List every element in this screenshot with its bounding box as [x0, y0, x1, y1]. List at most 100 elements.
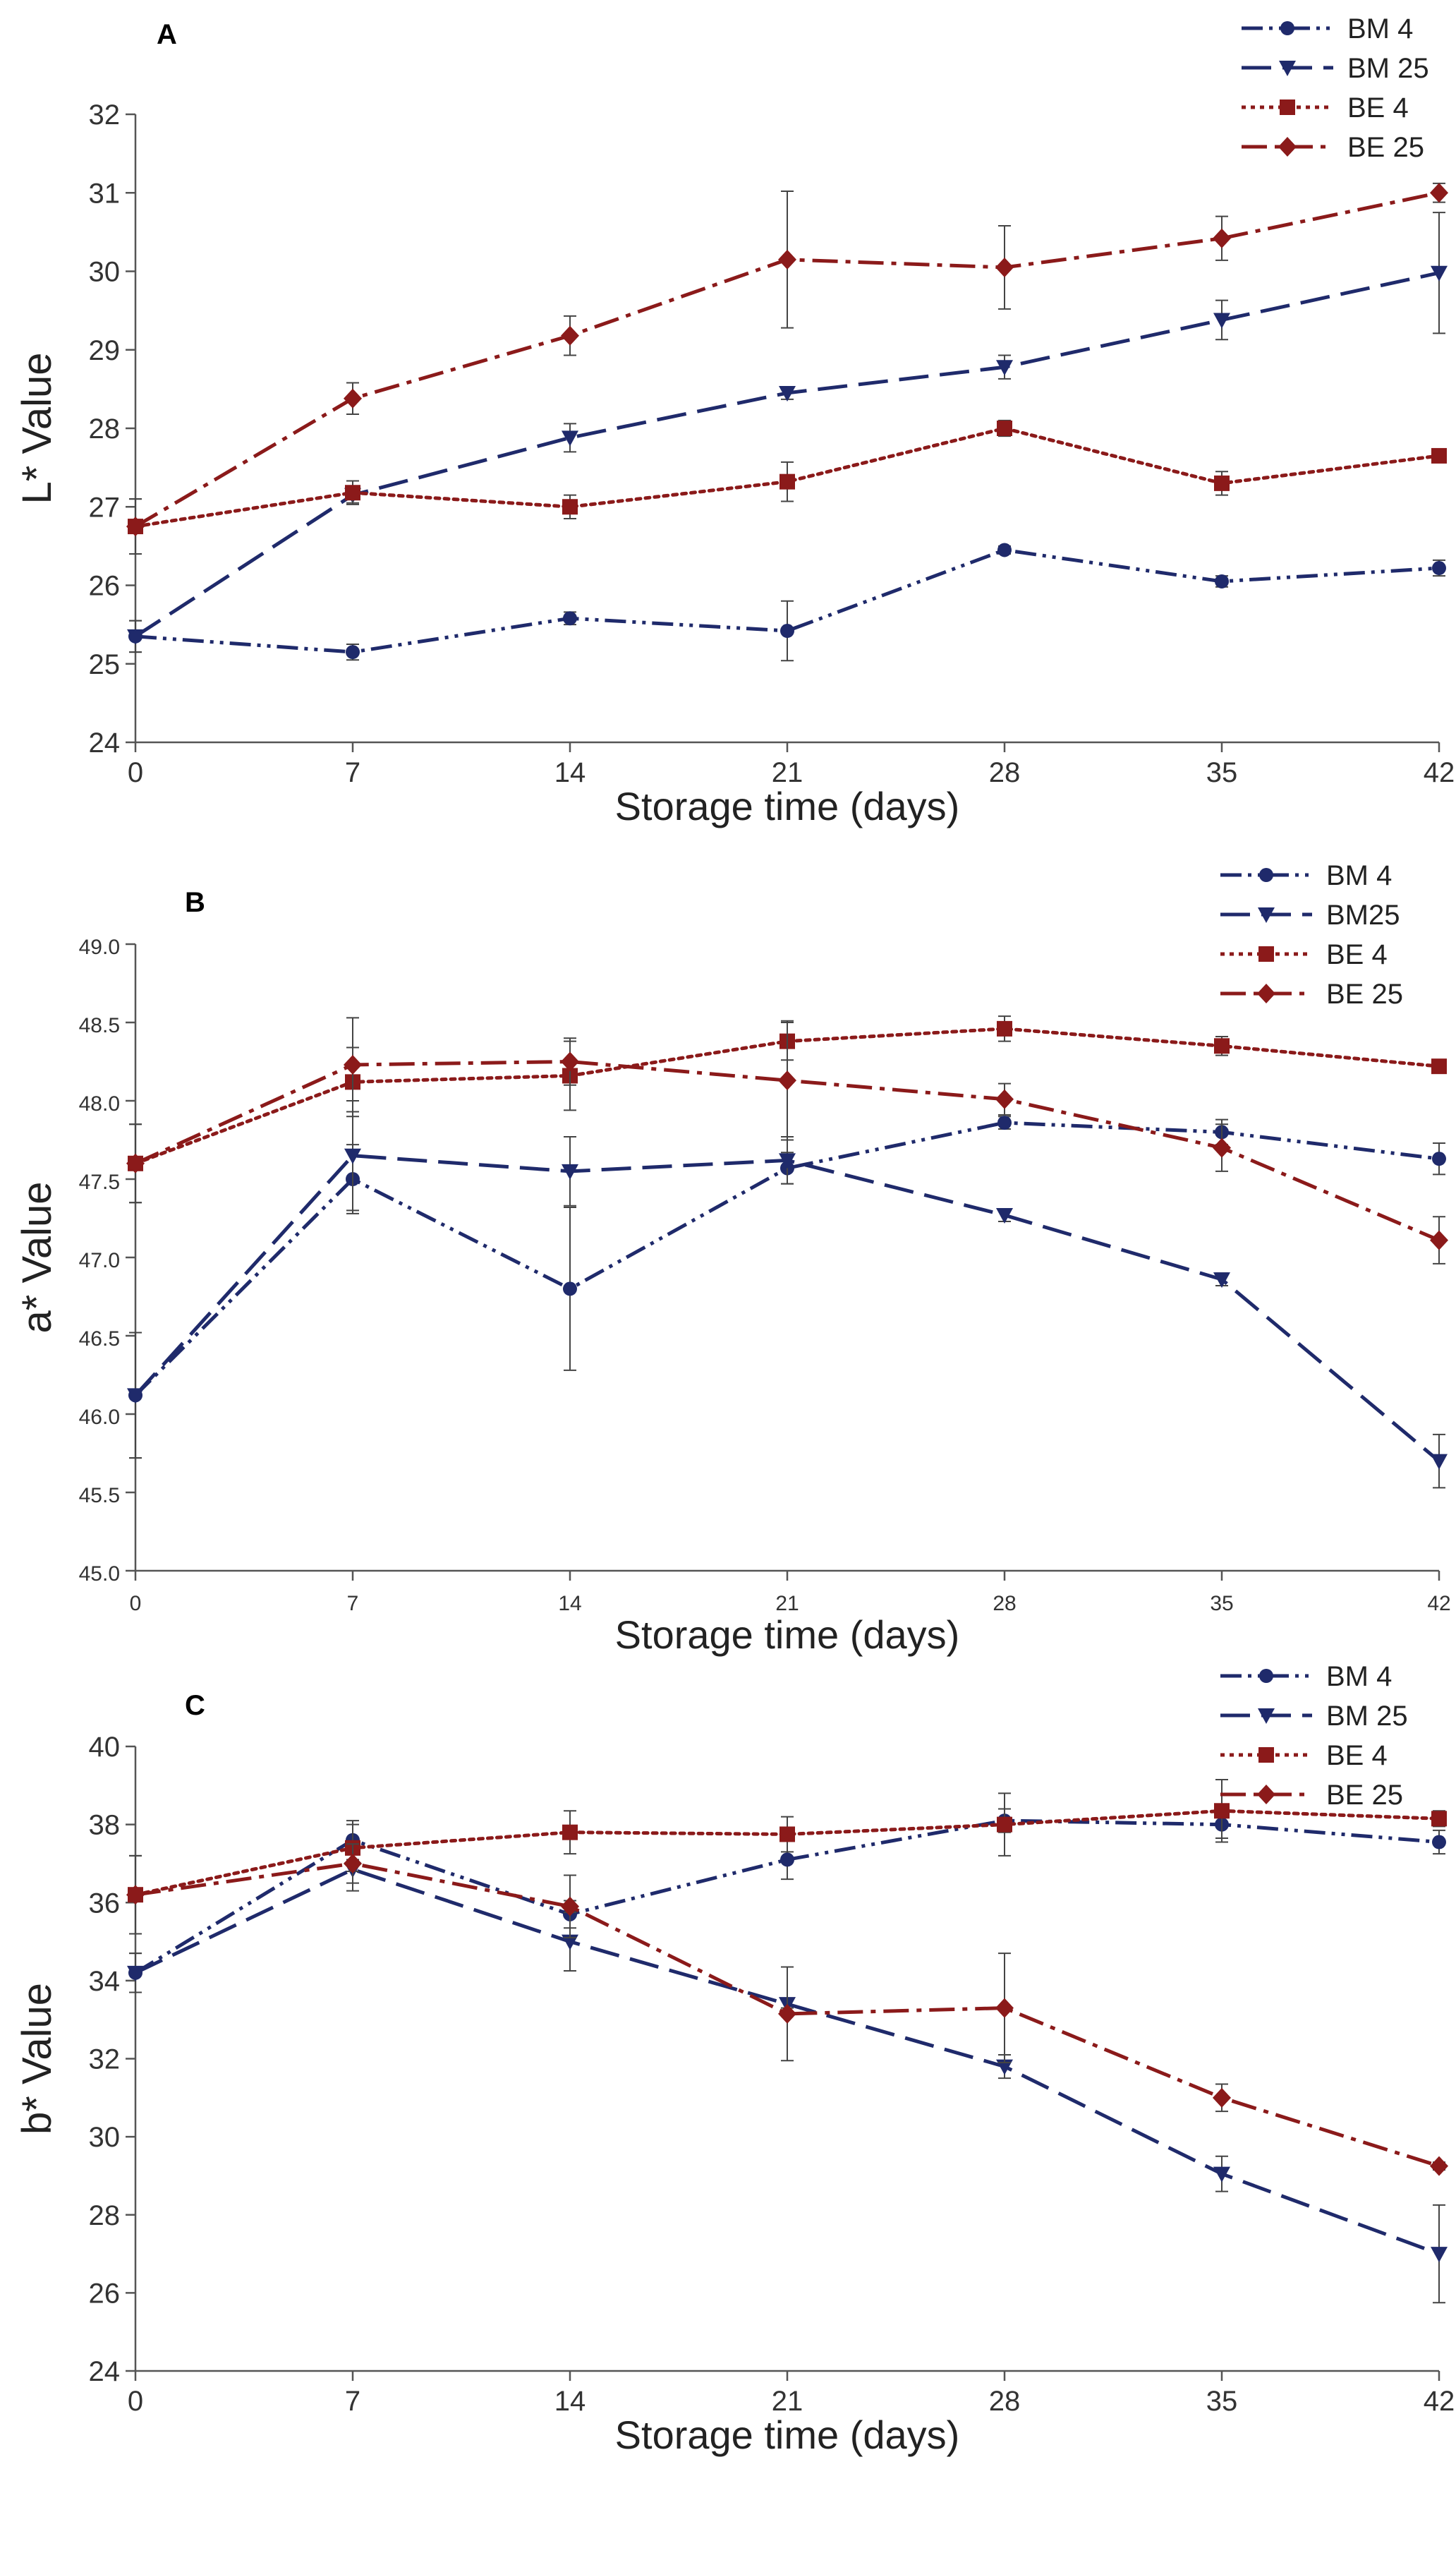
- data-point: [1432, 1152, 1446, 1166]
- y-tick-label: 45.5: [79, 1484, 120, 1507]
- y-axis-title: b* Value: [14, 1983, 60, 2135]
- y-tick-label: 30: [89, 2122, 121, 2153]
- y-tick-label: 32: [89, 99, 121, 131]
- data-point: [563, 611, 577, 626]
- legend-label: BE 25: [1347, 132, 1424, 163]
- x-tick-label: 14: [554, 2386, 586, 2417]
- legend-marker: [1259, 868, 1273, 882]
- data-point: [778, 2003, 796, 2024]
- data-point: [997, 1116, 1012, 1130]
- data-point: [561, 325, 579, 346]
- x-tick-label: 35: [1206, 2386, 1238, 2417]
- legend-entry: BE 4: [1220, 939, 1388, 970]
- data-point: [995, 1089, 1014, 1109]
- legend-label: BE 4: [1347, 92, 1409, 123]
- legend-entry: BM25: [1220, 900, 1400, 931]
- x-tick-label: 28: [993, 1592, 1016, 1615]
- x-tick-label: 21: [775, 1592, 799, 1615]
- data-point: [126, 1885, 145, 1905]
- data-point: [561, 1896, 579, 1917]
- data-point: [1432, 561, 1446, 576]
- data-point: [778, 249, 796, 270]
- y-tick-label: 49.0: [79, 936, 120, 959]
- legend-entry: BM 4: [1220, 1661, 1392, 1692]
- data-point: [1214, 1803, 1230, 1819]
- legend-entry: BM 25: [1220, 1701, 1408, 1732]
- legend-label: BM25: [1326, 900, 1400, 931]
- legend-label: BM 4: [1347, 13, 1413, 44]
- data-point: [995, 257, 1014, 277]
- data-point: [346, 645, 360, 660]
- legend-marker: [1258, 946, 1274, 962]
- y-tick-label: 45.0: [79, 1562, 120, 1586]
- data-point: [995, 1998, 1014, 2018]
- data-point: [1213, 313, 1230, 329]
- legend-entry: BM 25: [1242, 53, 1429, 84]
- x-tick-label: 28: [989, 757, 1021, 788]
- data-point: [562, 1934, 578, 1950]
- data-point: [1213, 1272, 1230, 1288]
- x-tick-label: 0: [128, 757, 143, 788]
- legend-marker: [1258, 1747, 1274, 1763]
- y-tick-label: 40: [89, 1732, 121, 1763]
- legend-marker: [1258, 1708, 1275, 1724]
- data-point: [997, 1020, 1012, 1037]
- legend-marker: [1259, 1669, 1273, 1683]
- y-axis-title: L* Value: [14, 353, 60, 505]
- data-point: [997, 543, 1012, 557]
- x-tick-label: 7: [345, 2386, 360, 2417]
- y-tick-label: 46.0: [79, 1406, 120, 1429]
- data-point: [996, 360, 1013, 376]
- data-point: [1213, 1137, 1231, 1158]
- data-point: [779, 1826, 795, 1842]
- data-point: [1430, 2156, 1448, 2176]
- panel-b: 45.0 45.5 46.0 46.5 47.0 47.5 48.0 48.5 49.0 0 7 14…: [14, 860, 1451, 1657]
- legend-entry: BE 25: [1220, 979, 1403, 1010]
- x-axis-title: Storage time (days): [615, 2413, 960, 2457]
- data-point: [778, 1070, 796, 1091]
- x-axis-title: Storage time (days): [615, 1612, 960, 1657]
- panel-c: 24 26 28 30 32 34 36 38 40 0 7 14 21 28 35 42 Storage ti…: [14, 1661, 1455, 2457]
- data-point: [997, 1816, 1012, 1833]
- legend-entry: BE 4: [1242, 92, 1409, 123]
- panel-letter: B: [185, 887, 205, 918]
- y-tick-label: 31: [89, 178, 121, 209]
- series-be-4: [128, 419, 1447, 555]
- data-point: [127, 1965, 144, 1981]
- data-point: [562, 1164, 578, 1180]
- y-tick-label: 47.5: [79, 1171, 120, 1194]
- data-point: [1431, 1811, 1447, 1827]
- legend-marker: [1280, 99, 1295, 115]
- data-point: [1430, 183, 1448, 203]
- y-tick-label: 26: [89, 571, 121, 602]
- data-point: [563, 1281, 577, 1296]
- data-point: [344, 1853, 362, 1873]
- y-tick-label: 28: [89, 414, 121, 445]
- x-tick-label: 35: [1210, 1592, 1233, 1615]
- x-tick-label: 7: [345, 757, 360, 788]
- data-point: [1430, 1230, 1448, 1250]
- x-tick-label: 14: [558, 1592, 581, 1615]
- data-point: [1214, 475, 1230, 491]
- y-tick-label: 48.5: [79, 1014, 120, 1037]
- data-point: [996, 1208, 1013, 1224]
- y-tick-label: 36: [89, 1888, 121, 1919]
- x-tick-label: 21: [772, 2386, 803, 2417]
- data-point: [1213, 228, 1231, 248]
- legend-entry: BM 4: [1220, 860, 1392, 891]
- panel-letter: C: [185, 1690, 205, 1721]
- y-tick-label: 24: [89, 728, 121, 759]
- panel-letter: A: [157, 19, 177, 50]
- y-tick-label: 27: [89, 492, 121, 523]
- series-be-25: [126, 1017, 1448, 1265]
- x-tick-label: 0: [128, 2386, 143, 2417]
- data-point: [127, 629, 144, 645]
- series-be-25: [126, 1843, 1448, 2176]
- x-tick-label: 42: [1427, 1592, 1450, 1615]
- data-point: [562, 499, 578, 515]
- y-tick-label: 28: [89, 2200, 121, 2231]
- data-point: [562, 430, 578, 447]
- data-point: [780, 624, 794, 639]
- x-tick-label: 28: [989, 2386, 1021, 2417]
